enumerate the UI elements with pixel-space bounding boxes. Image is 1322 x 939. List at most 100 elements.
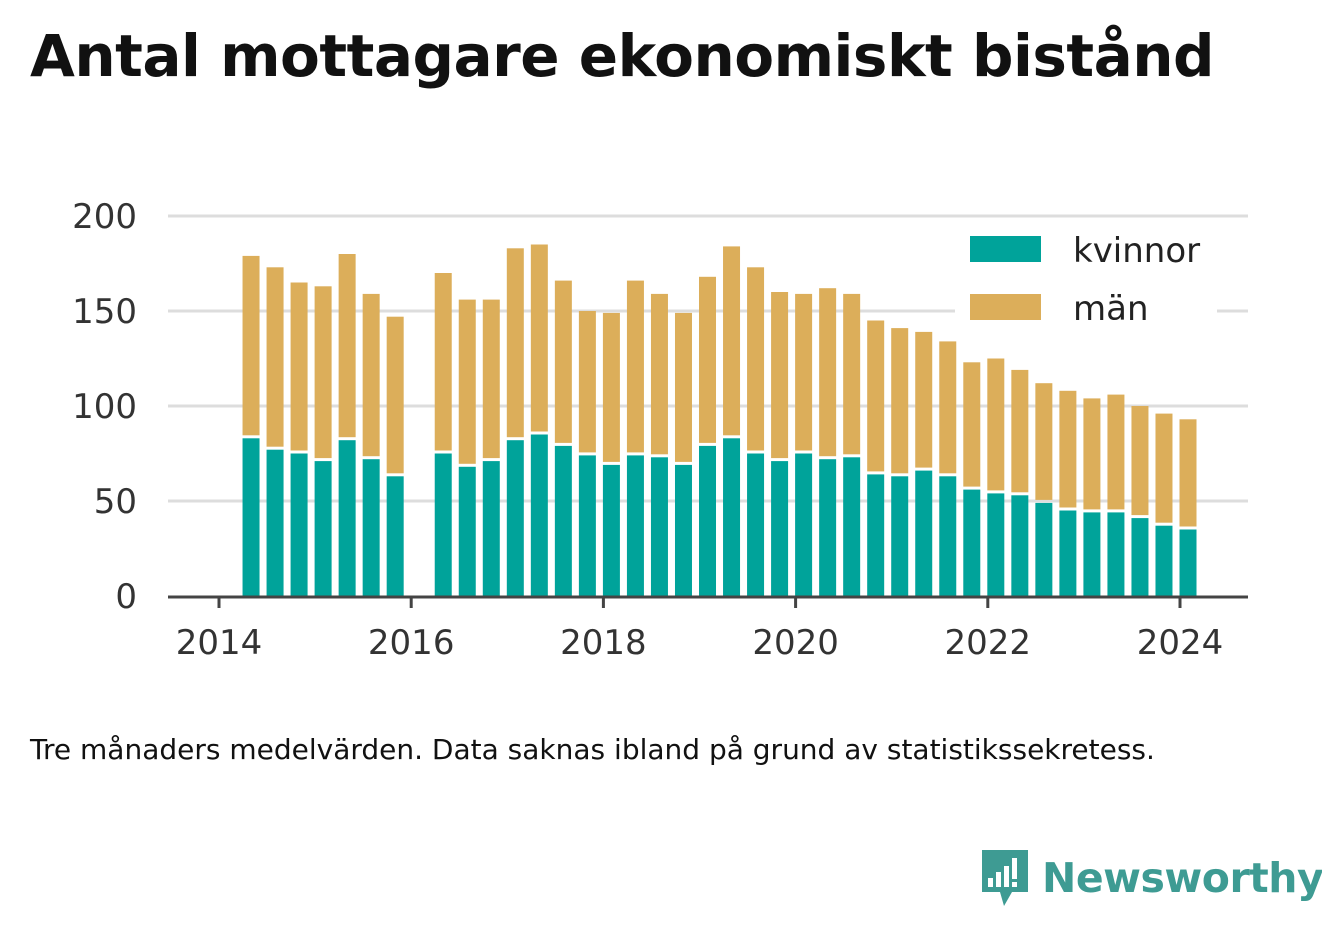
bar-kvinnor [939,476,957,596]
bar-man [338,254,356,438]
x-tick-label: 2024 [1137,623,1224,663]
x-tick-label: 2014 [176,623,263,663]
chart-title: Antal mottagare ekonomiskt bistånd [30,22,1215,90]
bar-kvinnor [530,434,548,596]
bar-man [554,280,572,443]
bar-man [1107,394,1125,510]
bar-man [915,331,933,468]
bar-man [963,362,981,487]
legend-swatch [970,294,1041,320]
bar-man [1131,406,1149,516]
y-tick-label: 200 [72,197,137,237]
bar-kvinnor [674,464,692,596]
bar-man [626,280,644,453]
bar-kvinnor [747,453,765,596]
bar-man [1155,413,1173,523]
bar-man [362,293,380,457]
bar-kvinnor [699,445,717,596]
bar-man [891,328,909,474]
bar-man [602,312,620,462]
bar-man [987,358,1005,491]
bar-man [458,299,476,464]
bar-kvinnor [987,493,1005,596]
bar-man [266,267,284,447]
bar-kvinnor [795,453,813,596]
bar-kvinnor [1155,525,1173,596]
bar-man [723,246,741,436]
bar-kvinnor [290,453,308,596]
bar-kvinnor [362,459,380,596]
legend: kvinnor män [955,218,1217,336]
bar-man [314,286,332,459]
bar-man [386,316,404,474]
bar-man [843,293,861,455]
brand-name: Newsworthy [1042,854,1322,902]
bar-kvinnor [819,459,837,596]
bar-man [771,292,789,459]
bar-kvinnor [266,449,284,596]
bar-kvinnor [891,476,909,596]
bar-kvinnor [1179,529,1197,596]
bar-kvinnor [1059,510,1077,596]
bar-kvinnor [1035,502,1053,596]
axes: 0 50 100 150 200 2014 2016 2018 2020 2022 2024 [72,197,1248,663]
x-tick-label: 2022 [945,623,1032,663]
x-tick-label: 2018 [560,623,647,663]
y-tick-label: 100 [72,387,137,427]
bar-kvinnor [434,453,452,596]
x-tick-label: 2016 [368,623,455,663]
legend-label: män [1073,289,1149,329]
bar-kvinnor [1107,512,1125,596]
bar-man [482,299,500,459]
bar-kvinnor [554,445,572,596]
bar-kvinnor [650,457,668,596]
bar-man [530,244,548,432]
bar-kvinnor [242,438,260,596]
bar-kvinnor [602,464,620,596]
bar-man [650,293,668,455]
bar-kvinnor [386,476,404,596]
bar-chart-speech-bubble-icon [982,850,1028,906]
bar-kvinnor [1131,518,1149,596]
bar-man [747,267,765,451]
bar-kvinnor [723,438,741,596]
chart-note: Tre månaders medelvärden. Data saknas ib… [30,733,1155,766]
bar-man [242,255,260,436]
brand-logo: Newsworthy [980,848,1322,908]
bar-man [290,282,308,451]
bar-man [434,273,452,451]
bar-man [1059,390,1077,508]
bar-kvinnor [771,461,789,596]
legend-label: kvinnor [1073,231,1200,271]
bars [242,244,1197,596]
x-tick-label: 2020 [752,623,839,663]
bar-kvinnor [1083,512,1101,596]
bar-kvinnor [458,466,476,596]
bar-man [578,311,596,453]
y-tick-label: 0 [115,577,137,617]
bar-man [867,320,885,472]
bar-kvinnor [1011,495,1029,596]
bar-kvinnor [482,461,500,596]
bar-man [506,248,524,438]
bar-man [1179,419,1197,527]
y-tick-label: 150 [72,292,137,332]
bar-kvinnor [843,457,861,596]
bar-man [1035,383,1053,500]
bar-kvinnor [578,455,596,596]
bar-kvinnor [314,461,332,596]
bar-kvinnor [626,455,644,596]
bar-kvinnor [963,489,981,596]
bar-kvinnor [867,474,885,596]
bar-man [939,341,957,474]
bar-kvinnor [506,440,524,596]
bar-man [674,312,692,462]
bar-man [1011,369,1029,493]
bar-man [699,276,717,443]
bar-kvinnor [915,470,933,596]
bar-man [1083,398,1101,510]
bar-kvinnor [338,440,356,596]
y-tick-label: 50 [94,482,137,522]
legend-swatch [970,236,1041,262]
